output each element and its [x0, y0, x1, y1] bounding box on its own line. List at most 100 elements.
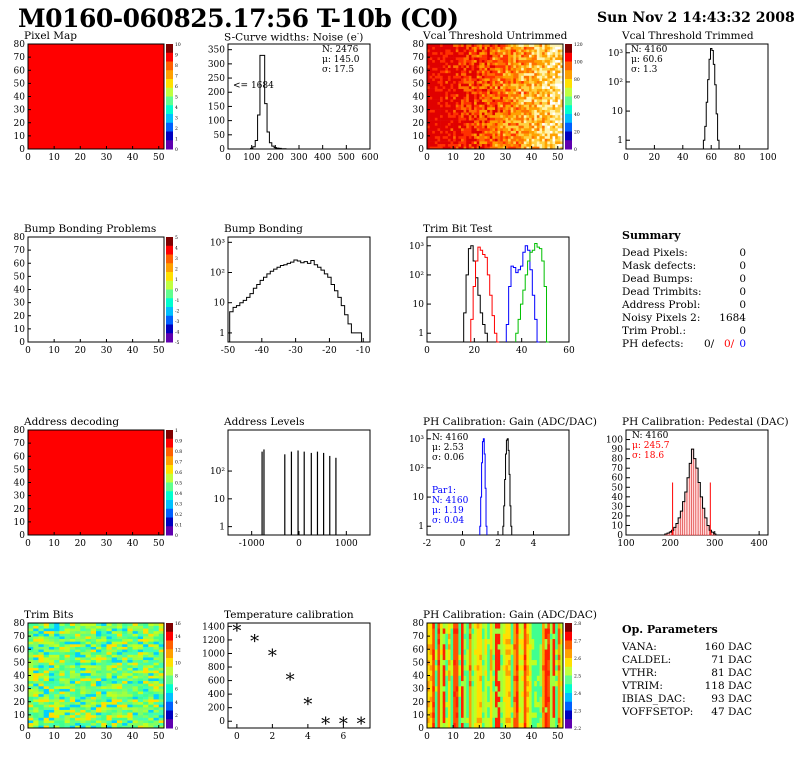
heat-cell: [471, 72, 475, 76]
heat-cell: [513, 133, 517, 137]
heat-cell: [471, 122, 475, 126]
heat-cell: [48, 675, 55, 679]
heat-cell: [54, 678, 60, 682]
y-tick-label: 90: [612, 445, 624, 455]
heat-cell: [96, 680, 102, 684]
heat-cell: [529, 133, 532, 137]
heat-cell: [148, 701, 154, 705]
heat-cell: [557, 143, 561, 147]
heat-cell: [153, 625, 160, 629]
heat-cell: [510, 722, 514, 729]
vcal_untrimmed-palette-label: 40: [574, 112, 580, 118]
heat-cell: [59, 633, 65, 637]
heat-cell: [122, 654, 128, 658]
heat-cell: [28, 657, 34, 661]
heat-cell: [549, 130, 553, 134]
heat-cell: [116, 712, 123, 716]
heat-cell: [122, 709, 128, 713]
heat-cell: [450, 146, 454, 150]
heat-cell: [116, 680, 123, 684]
heat-cell: [544, 96, 548, 100]
heat-cell: [502, 122, 506, 126]
heat-cell: [90, 699, 97, 703]
heat-cell: [544, 112, 548, 116]
heat-cell: [481, 696, 485, 703]
heat-cell: [484, 146, 488, 150]
heat-cell: [96, 722, 102, 726]
heat-cell: [437, 722, 441, 729]
heat-cell: [479, 49, 483, 53]
heat-cell: [487, 143, 491, 147]
heat-cell: [474, 70, 477, 74]
heat-cell: [455, 659, 459, 666]
heat-cell: [526, 143, 530, 147]
heat-cell: [90, 667, 97, 671]
heat-cell: [90, 665, 97, 668]
heat-cell: [427, 67, 430, 71]
heat-cell: [526, 114, 530, 118]
temperature-point: *: [268, 646, 277, 667]
heat-cell: [43, 641, 50, 645]
heat-cell: [510, 57, 514, 61]
heat-cell: [547, 638, 551, 645]
heat-cell: [64, 693, 71, 697]
heat-cell: [481, 675, 485, 682]
heat-cell: [48, 644, 55, 647]
heat-cell: [508, 80, 511, 84]
heat-cell: [560, 104, 564, 108]
heat-cell: [427, 628, 430, 634]
heat-cell: [445, 101, 449, 105]
heat-cell: [153, 683, 160, 687]
heat-cell: [505, 649, 509, 655]
heat-cell: [461, 680, 464, 687]
heat-cell: [510, 686, 514, 692]
heat-cell: [466, 122, 470, 126]
heat-cell: [547, 125, 551, 129]
heat-cell: [536, 691, 540, 697]
heat-cell: [513, 707, 517, 713]
heat-cell: [471, 88, 475, 92]
heat-cell: [476, 135, 480, 139]
heat-cell: [432, 46, 436, 50]
heat-cell: [547, 675, 551, 682]
heat-cell: [463, 712, 467, 718]
heat-cell: [557, 138, 561, 142]
heat-cell: [106, 636, 112, 640]
heat-cell: [502, 75, 506, 79]
heat-cell: [127, 707, 133, 710]
heat-cell: [489, 128, 493, 131]
heat-cell: [539, 72, 543, 76]
heat-cell: [122, 722, 128, 726]
heat-cell: [484, 59, 488, 63]
heat-cell: [116, 649, 123, 653]
heat-cell: [69, 699, 76, 703]
heat-cell: [531, 101, 535, 105]
heat-cell: [96, 699, 102, 703]
heat-cell: [468, 623, 472, 629]
heat-cell: [560, 44, 564, 47]
heat-cell: [106, 722, 112, 726]
ph_gain_map-palette-swatch: [565, 666, 572, 676]
heat-cell: [536, 91, 540, 95]
heat-cell: [560, 707, 564, 713]
heat-cell: [481, 83, 485, 87]
bump_problems-palette-label: 2: [175, 267, 178, 273]
heat-cell: [531, 114, 535, 118]
heat-cell: [481, 680, 485, 687]
heat-cell: [445, 707, 449, 713]
heat-cell: [479, 83, 483, 87]
heat-cell: [534, 649, 538, 655]
heat-cell: [38, 720, 44, 724]
heat-cell: [481, 91, 485, 95]
bump_problems-palette-label: 0: [175, 288, 178, 294]
heat-cell: [505, 722, 509, 729]
heat-cell: [484, 138, 488, 142]
heat-cell: [521, 91, 525, 95]
heat-cell: [122, 675, 128, 679]
x-tick-label: 30: [101, 346, 113, 356]
heat-cell: [38, 628, 44, 632]
heat-cell: [463, 122, 467, 126]
heat-cell: [455, 49, 459, 53]
heat-cell: [515, 59, 519, 63]
heat-cell: [521, 62, 525, 66]
